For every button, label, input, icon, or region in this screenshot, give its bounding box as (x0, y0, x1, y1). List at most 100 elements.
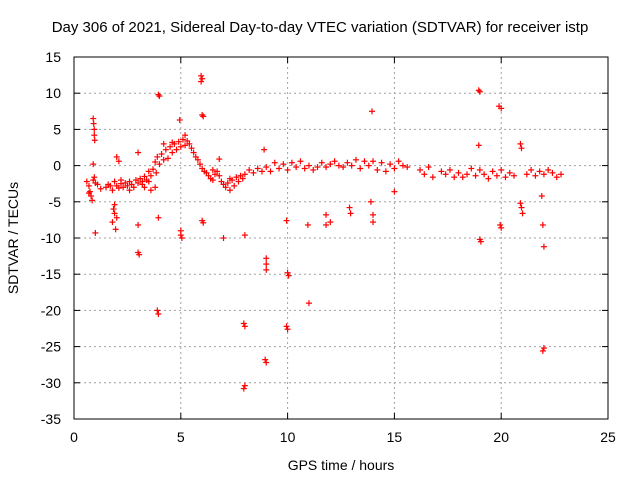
data-point (442, 171, 449, 178)
data-point (370, 211, 377, 218)
data-point (263, 266, 270, 273)
y-tick-label: 10 (45, 85, 61, 101)
data-point (145, 168, 152, 175)
data-point (179, 136, 186, 143)
data-point (263, 164, 270, 171)
y-tick-label: -15 (41, 266, 61, 282)
y-tick-label: -20 (41, 302, 61, 318)
data-point (113, 214, 120, 221)
grid (74, 57, 608, 419)
data-point (485, 175, 492, 182)
data-point (87, 188, 94, 195)
data-point (194, 156, 201, 163)
data-point (280, 161, 287, 168)
data-point (382, 168, 389, 175)
data-point (536, 168, 543, 175)
data-point (177, 232, 184, 239)
data-point (523, 171, 530, 178)
data-point (489, 168, 496, 175)
data-point (519, 210, 526, 217)
data-point (540, 171, 547, 178)
data-points (83, 72, 565, 392)
data-point (85, 190, 92, 197)
data-point (451, 174, 458, 181)
data-point (276, 165, 283, 172)
data-point (154, 153, 161, 160)
data-point (304, 221, 311, 228)
x-tick-label: 10 (280, 429, 296, 445)
data-point (539, 347, 546, 354)
data-point (284, 269, 291, 276)
data-point (233, 174, 240, 181)
data-point (90, 115, 97, 122)
data-point (152, 184, 159, 191)
data-point (323, 211, 330, 218)
data-point (147, 187, 154, 194)
data-point (124, 182, 131, 189)
data-point (267, 168, 274, 175)
data-point (199, 75, 206, 82)
data-point (538, 193, 545, 200)
data-point (150, 166, 157, 173)
y-axis-title: SDTVAR / TECUs (5, 182, 21, 294)
data-point (511, 172, 518, 179)
data-point (155, 91, 162, 98)
data-point (220, 235, 227, 241)
data-point (528, 166, 535, 173)
data-point (323, 164, 330, 171)
data-point (92, 229, 99, 236)
y-tick-label: -10 (41, 230, 61, 246)
data-point (293, 164, 300, 171)
data-point (395, 158, 402, 165)
data-point (147, 172, 154, 179)
data-point (91, 126, 98, 133)
data-point (226, 175, 233, 182)
data-point (169, 149, 176, 156)
data-point (549, 169, 556, 176)
data-point (169, 139, 176, 146)
data-point (175, 138, 182, 145)
data-point (250, 169, 257, 176)
y-tick-label: 15 (45, 49, 61, 65)
data-point (314, 164, 321, 171)
data-point (156, 161, 163, 168)
data-point (258, 168, 265, 175)
data-point (135, 179, 142, 186)
data-point (498, 224, 505, 231)
data-point (113, 153, 120, 160)
data-point (283, 217, 290, 224)
data-point (160, 140, 167, 147)
y-tick-label: -30 (41, 375, 61, 391)
data-point (475, 87, 482, 94)
data-point (425, 164, 432, 171)
data-point (241, 232, 248, 239)
data-point (348, 162, 355, 169)
data-point (387, 161, 394, 168)
data-point (263, 255, 270, 262)
data-point (365, 162, 372, 169)
data-point (155, 311, 162, 318)
data-point (120, 184, 127, 191)
data-point (91, 174, 98, 181)
data-point (241, 382, 248, 389)
data-point (498, 166, 505, 173)
data-point (361, 158, 368, 165)
data-point (318, 159, 325, 166)
x-axis-title: GPS time / hours (288, 457, 395, 473)
data-point (130, 184, 137, 191)
data-point (85, 182, 92, 189)
data-point (459, 174, 466, 181)
x-tick-label: 20 (493, 429, 509, 445)
data-point (136, 251, 143, 258)
data-point (91, 137, 98, 144)
data-point (297, 158, 304, 165)
data-point (310, 166, 317, 173)
data-point (222, 184, 229, 191)
data-point (464, 171, 471, 178)
data-point (83, 178, 90, 185)
data-point (91, 132, 98, 139)
data-point (347, 210, 354, 217)
data-point (327, 161, 334, 168)
data-point (239, 175, 246, 182)
data-point (327, 219, 334, 226)
